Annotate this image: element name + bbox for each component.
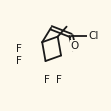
Text: F: F [16, 56, 22, 66]
Text: F: F [56, 75, 62, 85]
Text: O: O [70, 41, 78, 51]
Text: F: F [44, 75, 50, 85]
Text: F: F [16, 44, 22, 54]
Text: Cl: Cl [88, 31, 98, 41]
